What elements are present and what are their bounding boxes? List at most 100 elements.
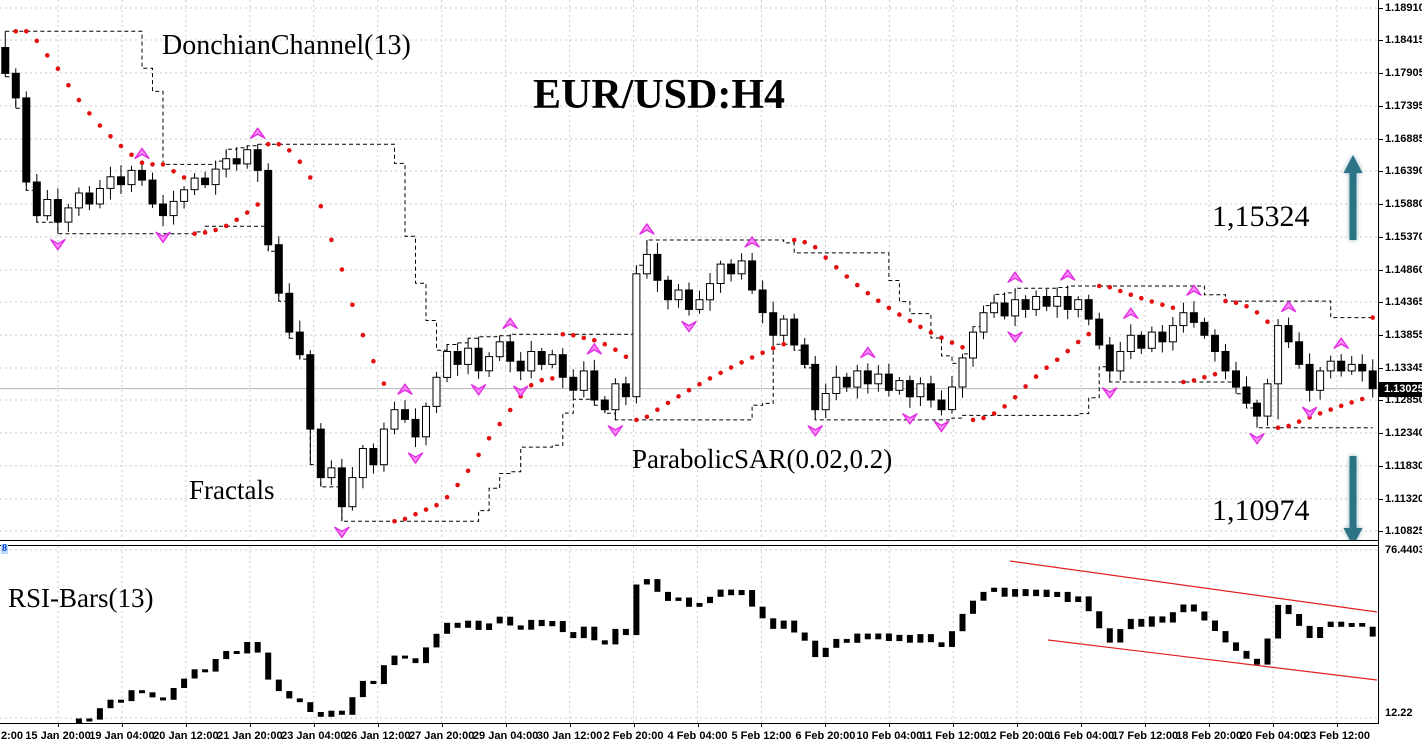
fractal-up-icon [744,236,760,248]
fractal-up-icon [860,346,876,359]
fractal-down-icon [50,238,66,251]
fractal-arrows [50,127,1349,539]
rsi-level-lines [0,549,1378,719]
price-axis-tick [1379,236,1383,238]
fractal-up-icon [502,317,518,329]
time-axis-label: 21 Jan 20:00 [217,730,283,742]
time-axis-tick [313,724,315,727]
rsi-indicator-panel [0,546,1378,724]
fractal-down-icon [1301,406,1318,419]
price-chart-panel: DonchianChannel(13) EUR/USD:H4 Fractals … [0,0,1378,540]
price-axis-tick [1379,203,1383,205]
time-axis-label: 26 Jan 12:00 [345,730,411,742]
time-axis-tick [1017,724,1019,727]
price-axis-tick [1379,106,1383,107]
price-axis-label: 1.18910 [1385,2,1422,15]
time-axis-label: 15 Jan 20:00 [25,730,91,742]
rsi-channel-lower-line [1047,639,1378,681]
time-axis-tick [505,724,507,727]
rsi-axis-top-label: 76.4403 [1385,544,1422,556]
price-axis-label: 1.10825 [1385,524,1422,537]
fractal-up-icon [397,383,413,395]
donchian-indicator-label: DonchianChannel(13) [162,30,411,61]
time-axis-label: 29 Jan 04:00 [472,730,539,742]
chart-title: EUR/USD:H4 [533,72,786,118]
candlestick-chart-surface[interactable] [0,0,1378,540]
time-axis-tick [185,724,187,727]
fractal-down-icon [407,452,424,464]
fractal-down-icon [334,526,350,539]
price-axis-label: 1.11320 [1385,492,1422,505]
price-axis-tick [1379,73,1383,75]
fractal-down-icon [155,231,171,244]
time-axis-tick [761,724,763,727]
fractal-down-icon [902,413,918,425]
parabolic-sar-indicator-label: ParabolicSAR(0.02,0.2) [632,444,893,474]
time-axis-label: 30 Jan 12:00 [536,730,603,742]
fractal-down-icon [807,425,823,437]
time-axis-tick [633,724,635,727]
price-axis-tick [1379,465,1383,467]
time-axis-tick [377,724,379,727]
price-axis-label: 1.15370 [1385,230,1422,243]
fractal-up-icon [1186,284,1202,296]
panel-corner-marker: 8 [1,543,8,554]
fractal-up-icon [639,223,655,235]
fractal-down-icon [1249,433,1265,445]
rsi-bars-surface[interactable] [0,546,1378,723]
time-axis-label: 16 Feb 04:00 [1048,730,1115,742]
fractal-up-icon [586,343,603,355]
time-axis-tick [1145,724,1147,727]
rsi-axis-bottom-label: 12.22 [1385,707,1413,719]
signal-down-arrow-icon [1343,456,1363,540]
time-axis-tick [889,724,891,727]
price-axis-label: 1.17395 [1385,100,1422,112]
fractal-up-icon [134,147,150,160]
price-axis[interactable]: 1.18910 1.18415 1.17905 1.17395 1.16885 1.163… [1378,0,1422,724]
candlestick-series [1,31,1377,522]
time-axis-tick [1273,724,1275,727]
price-axis-label: 1.12340 [1385,426,1422,439]
fractal-up-icon [250,127,266,139]
signal-up-arrow-icon [1343,155,1363,240]
price-axis-label: 1.14365 [1385,295,1422,308]
time-axis-tick [121,724,123,727]
price-axis-label: 1.18415 [1385,34,1422,47]
fractal-down-icon [607,425,624,437]
fractal-down-icon [512,385,529,397]
fractal-down-icon [470,384,487,396]
fractal-up-icon [1059,269,1076,281]
price-axis-tick [1379,40,1383,42]
parabolic-sar-dots [13,29,1375,524]
fractals-indicator-label: Fractals [189,475,275,505]
time-axis-tick [441,724,443,727]
time-axis-label: 23 Feb 12:00 [1303,730,1371,742]
time-axis-label: 10 Feb 04:00 [856,730,923,742]
price-axis-tick [1379,432,1383,434]
price-axis-tick [1379,334,1383,336]
time-axis-tick [58,724,59,727]
price-axis-label: 1.13855 [1385,328,1422,341]
time-axis-tick [953,724,955,727]
time-axis-label: 23 Jan 04:00 [281,730,347,742]
fractal-up-icon [1280,300,1297,313]
fractal-down-icon [1102,387,1118,399]
price-axis-label: 1.16390 [1385,165,1422,177]
rsi-channel-upper-line [1009,560,1378,613]
fractal-up-icon [1007,271,1023,283]
panel-divider[interactable] [0,540,1378,546]
fractal-down-icon [1007,331,1023,343]
time-axis-label: 20 Feb 04:00 [1240,730,1307,742]
rsi-grid [57,546,1338,723]
time-axis-label: 19 Jan 04:00 [89,730,155,742]
rsi-indicator-label: RSI-Bars(13) [8,583,154,613]
current-price-tag: 1.13025 [1379,381,1422,397]
time-axis[interactable]: 2:00 15 Jan 20:00 19 Jan 04:00 20 Jan 12:00… [0,724,1422,747]
price-axis-tick [1379,367,1383,369]
price-axis-label: 1.13345 [1385,361,1422,374]
price-axis-tick [1379,399,1383,401]
price-axis-label: 1.17905 [1385,67,1422,80]
time-axis-label: 18 Feb 20:00 [1176,730,1243,742]
fractal-down-icon [933,420,950,433]
time-axis-tick [1209,724,1211,727]
